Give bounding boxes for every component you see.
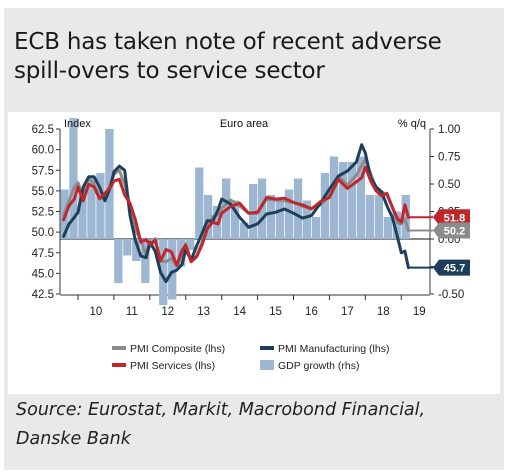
x-tick-label: 19	[413, 306, 426, 318]
end-label-value: 50.2	[444, 225, 465, 237]
end-label-tag	[433, 259, 470, 276]
left-tick-label: 42.5	[32, 289, 54, 301]
end-label-value: 51.8	[444, 212, 465, 224]
left-tick-label: 50.0	[32, 227, 54, 239]
chart-svg: 62.5 60.0 57.5 55.0 52.5 50.0 47.5 45.0 42.5 1.00…	[32, 118, 470, 372]
title-line-1: ECB has taken note of recent adverse	[14, 29, 442, 55]
left-tick-label: 57.5	[32, 165, 54, 177]
left-tick-label: 60.0	[32, 145, 54, 157]
legend-manufacturing-swatch	[260, 346, 274, 350]
right-axis-label: % q/q	[398, 118, 426, 130]
gdp-bar	[231, 200, 240, 239]
gdp-bar	[392, 211, 401, 239]
chart-subtitle: Euro area	[220, 118, 269, 130]
gdp-bar	[356, 156, 365, 239]
end-label-tag	[433, 222, 470, 239]
gdp-bar	[275, 200, 285, 239]
left-tick-label: 62.5	[32, 124, 54, 136]
lines-layer	[62, 143, 433, 284]
gdp-bar	[96, 173, 105, 239]
pmi-services-line	[62, 165, 410, 267]
gdp-bar	[132, 239, 141, 261]
gdp-bar	[320, 173, 330, 239]
gdp-bar	[123, 239, 132, 256]
gdp-bar	[383, 217, 392, 239]
x-tick-label: 15	[269, 306, 282, 318]
gdp-bar	[87, 178, 96, 239]
gdp-bar	[284, 189, 294, 239]
source-line-1: Source: Eurostat, Markit, Macrobond Fina…	[16, 400, 426, 420]
x-tick-label: 13	[197, 306, 210, 318]
legend-gdp-swatch	[260, 360, 274, 370]
x-tick-label: 16	[305, 306, 318, 318]
source-note: Source: Eurostat, Markit, Macrobond Fina…	[16, 396, 496, 454]
gdp-bar	[78, 189, 87, 239]
legend-composite-swatch	[112, 346, 126, 350]
title-line-2: spill-overs to service sector	[14, 58, 325, 84]
right-tick-label: 1.00	[438, 124, 460, 136]
x-tick-label: 17	[341, 306, 354, 318]
pmi-manufacturing-line	[62, 143, 410, 284]
left-tick-label: 55.0	[32, 186, 54, 198]
gdp-bar	[401, 195, 410, 239]
right-tick-label: 0.50	[438, 179, 460, 191]
legend: PMI Composite (lhs) PMI Manufacturing (lh…	[112, 343, 389, 372]
x-tick-label: 10	[90, 306, 103, 318]
gdp-bar	[302, 200, 312, 239]
gdp-bar	[159, 239, 168, 305]
x-tick-label: 14	[233, 306, 246, 318]
left-tick-label: 52.5	[32, 207, 54, 219]
source-line-2: Danske Bank	[16, 429, 131, 449]
gdp-bar	[168, 239, 177, 300]
legend-composite-label: PMI Composite (lhs)	[130, 343, 225, 355]
gdp-bar	[69, 118, 78, 239]
x-tick-label: 11	[126, 306, 138, 318]
gdp-bar	[365, 195, 374, 239]
legend-gdp-label: GDP growth (rhs)	[278, 360, 360, 372]
gdp-bar	[329, 156, 339, 239]
gdp-bar	[114, 239, 123, 283]
chart-title: ECB has taken note of recent adverse spi…	[14, 28, 494, 86]
gdp-bar	[311, 217, 321, 239]
legend-services-swatch	[112, 363, 126, 367]
legend-services-label: PMI Services (lhs)	[130, 360, 215, 372]
left-tick-label: 47.5	[32, 248, 54, 260]
gdp-bar	[186, 239, 195, 250]
gdp-bar	[293, 178, 303, 239]
gdp-bar	[195, 167, 204, 239]
right-tick-label: 0.75	[438, 152, 460, 164]
gdp-bar	[347, 162, 356, 239]
labels-layer: 62.5 60.0 57.5 55.0 52.5 50.0 47.5 45.0 42.5 1.00…	[32, 118, 470, 318]
left-axis-label: Index	[64, 118, 91, 130]
legend-manufacturing-label: PMI Manufacturing (lhs)	[278, 343, 389, 355]
x-tick-label: 18	[377, 306, 390, 318]
right-tick-label: -0.50	[438, 289, 464, 301]
gdp-bar	[240, 222, 249, 239]
gdp-bar	[266, 195, 276, 239]
gdp-bar	[374, 195, 383, 239]
gdp-bar	[204, 195, 213, 239]
plot-panel: 62.5 60.0 57.5 55.0 52.5 50.0 47.5 45.0 42.5 1.00…	[8, 112, 500, 394]
end-label-value: 45.7	[444, 263, 465, 275]
x-tick-label: 12	[161, 306, 174, 318]
gdp-bar	[338, 162, 348, 239]
left-tick-label: 45.0	[32, 268, 54, 280]
end-label-tag	[433, 209, 470, 226]
gdp-bar	[141, 239, 150, 283]
